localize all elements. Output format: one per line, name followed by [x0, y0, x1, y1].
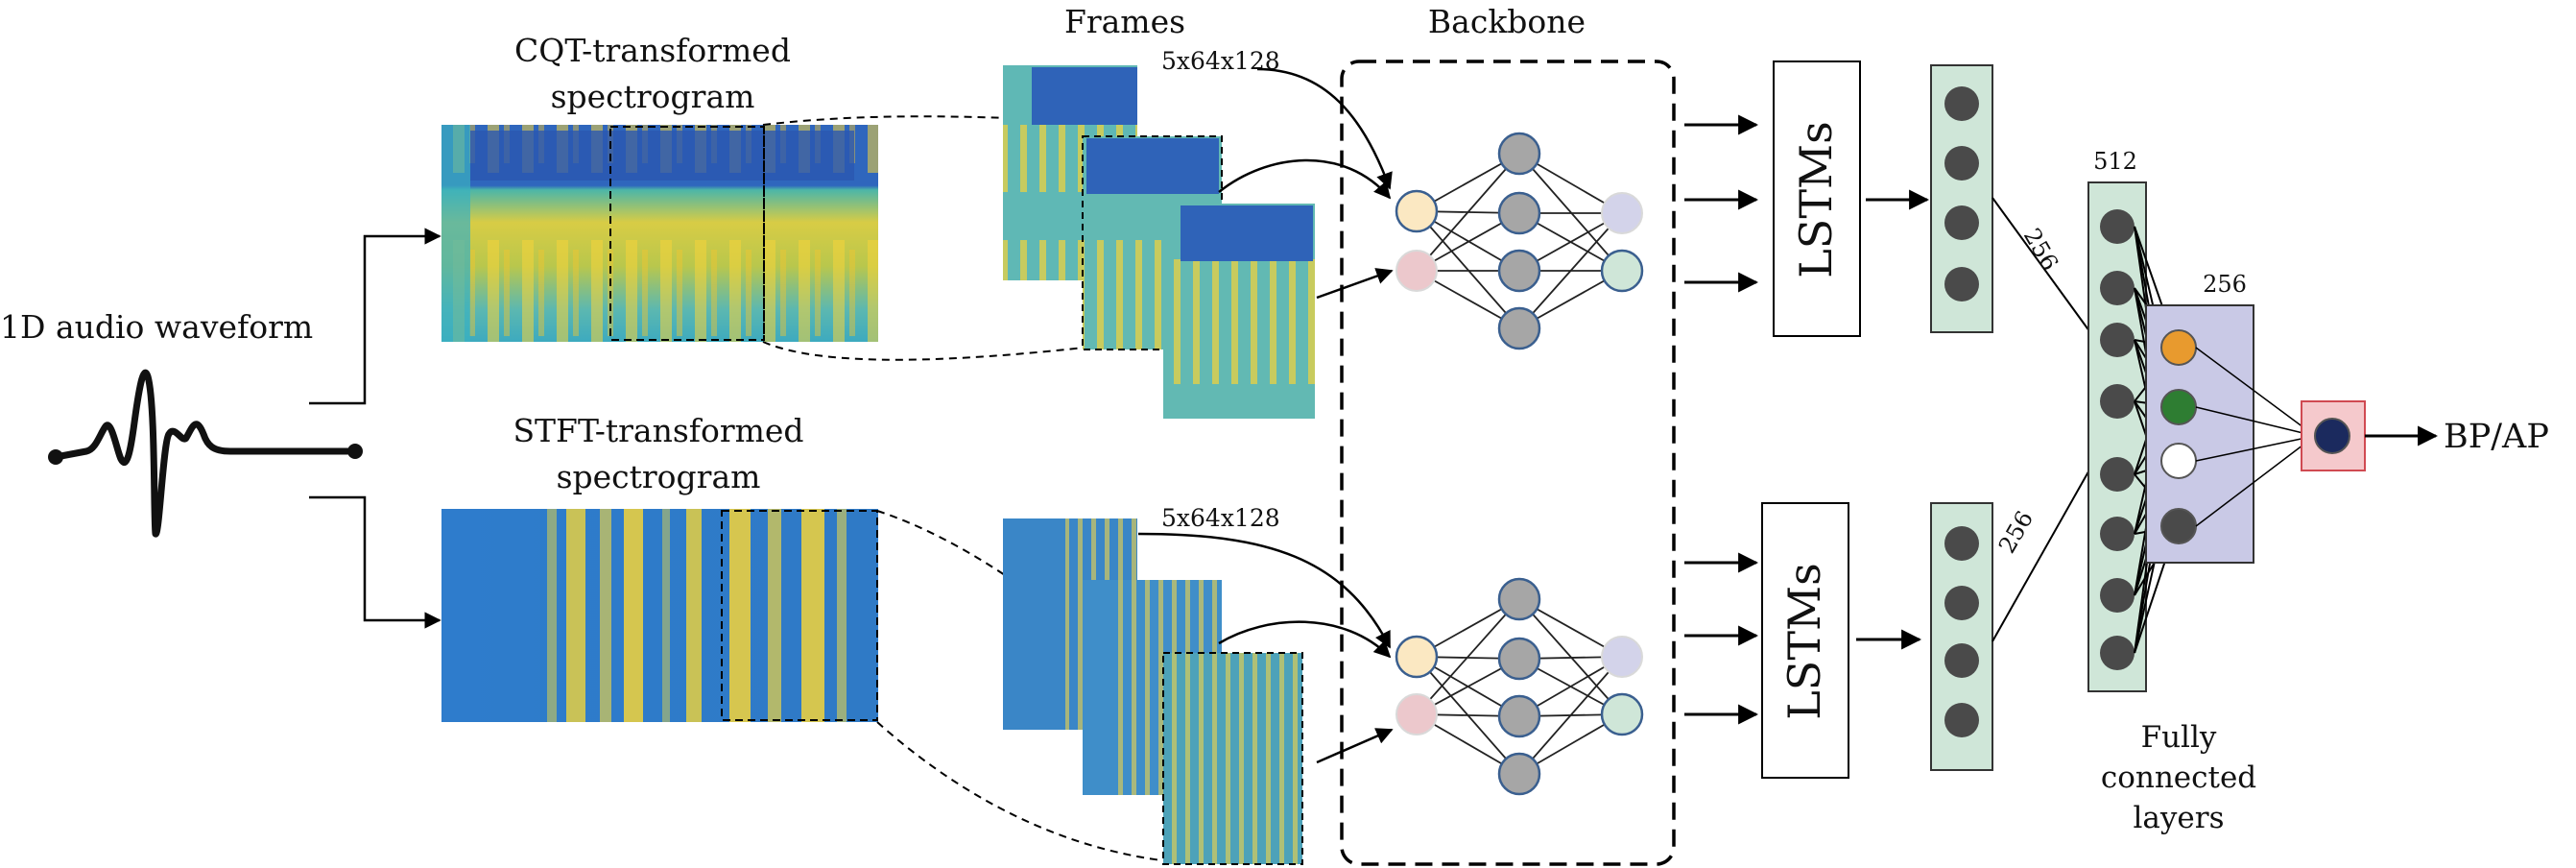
cqt-zoom-curve-bottom — [762, 341, 1085, 361]
cqt-label-line2: spectrogram — [551, 78, 755, 115]
dim-512-label: 512 — [2093, 148, 2137, 175]
net-top-hidden-node-1 — [1497, 132, 1541, 176]
stft-spectrogram — [441, 509, 878, 722]
output-node — [2314, 418, 2350, 454]
net-top-hidden-node-2 — [1497, 191, 1541, 235]
dim-256-top-label: 256 — [2018, 224, 2063, 276]
lstm-block-top — [1773, 60, 1861, 337]
stft-frame-window — [721, 510, 878, 721]
feature-column-bottom — [1930, 502, 1993, 771]
net-top-input-node-2 — [1395, 250, 1438, 292]
fc-caption-line2: connected — [2101, 760, 2256, 795]
arrow-stft-frame1-to-backbone — [1137, 532, 1392, 649]
fc-caption-line1: Fully — [2141, 720, 2217, 755]
cqt-zoom-curve-top — [762, 115, 1076, 126]
backbone-net-top — [1395, 132, 1644, 350]
fc-layer-256 — [2145, 304, 2254, 564]
arrow-cqt-frame1-to-backbone — [1256, 67, 1393, 190]
cqt-frame-window-1 — [609, 126, 765, 341]
output-layer — [2301, 400, 2366, 471]
dim-256-bottom-label: 256 — [1993, 506, 2039, 558]
stft-label-line1: STFT-transformed — [513, 412, 803, 449]
net-bottom-output-node-1 — [1601, 636, 1643, 678]
net-top-input-node-1 — [1395, 189, 1439, 233]
net-bottom-hidden-node-2 — [1497, 637, 1541, 681]
fc-caption-line3: layers — [2134, 801, 2225, 835]
cqt-frame-3 — [1163, 204, 1315, 419]
backbone-to-lstm-bottom-arrows — [1684, 552, 1759, 725]
stft-frame-3 — [1162, 652, 1303, 865]
arrow-cqt-frame2-to-backbone — [1218, 158, 1392, 200]
arrow-stft-frame2-to-backbone — [1218, 620, 1392, 659]
net-bottom-input-node-1 — [1395, 635, 1439, 679]
net-top-hidden-node-4 — [1497, 306, 1541, 350]
waveform-label: 1D audio waveform — [0, 308, 313, 346]
frames-dims-top: 5x64x128 — [1161, 47, 1280, 75]
feature-column-top — [1930, 64, 1993, 333]
net-top-output-node-1 — [1601, 192, 1643, 234]
backbone-net-bottom — [1395, 577, 1644, 796]
net-bottom-hidden-node-4 — [1497, 752, 1541, 796]
cqt-spectrogram — [441, 125, 878, 342]
waveform-end-dot-right — [347, 444, 363, 459]
net-top-output-node-2 — [1600, 249, 1644, 293]
branch-connector-top — [309, 228, 441, 405]
connector-feature-bottom-to-fc — [1992, 450, 2101, 642]
waveform-icon — [52, 369, 357, 538]
fc-connections-256-out — [2195, 347, 2316, 527]
cqt-label-line1: CQT-transformed — [514, 32, 791, 69]
lstm-bottom-label: LSTMs — [1778, 563, 1830, 719]
fc-node-orange — [2160, 329, 2197, 366]
output-label: BP/AP — [2444, 418, 2549, 456]
frames-dims-bottom: 5x64x128 — [1161, 504, 1280, 532]
backbone-label: Backbone — [1428, 3, 1586, 40]
fc-node-green — [2160, 389, 2197, 425]
fc-layer-512 — [2087, 181, 2147, 692]
arrow-cqt-frame3-to-backbone — [1316, 268, 1394, 300]
fc-node-gray — [2160, 508, 2197, 544]
frames-label: Frames — [1064, 3, 1185, 40]
dim-256-fc-label: 256 — [2203, 271, 2247, 298]
backbone-box — [1340, 60, 1676, 866]
branch-connector-bottom — [309, 495, 441, 629]
stft-zoom-curve-bottom — [876, 721, 1162, 861]
net-bottom-hidden-node-1 — [1497, 577, 1541, 621]
lstm-top-label: LSTMs — [1790, 121, 1842, 277]
net-bottom-hidden-node-3 — [1497, 694, 1541, 738]
arrow-stft-frame3-to-backbone — [1316, 728, 1394, 764]
stft-label-line2: spectrogram — [557, 458, 761, 495]
waveform-end-dot-left — [48, 449, 63, 465]
backbone-to-lstm-top-arrows — [1684, 114, 1759, 293]
net-top-hidden-node-3 — [1497, 249, 1541, 293]
net-bottom-output-node-2 — [1600, 692, 1644, 736]
connector-feature-top-to-fc — [1992, 197, 2101, 347]
lstm-block-bottom — [1761, 502, 1849, 779]
fc-node-white — [2160, 443, 2197, 479]
net-bottom-input-node-2 — [1395, 693, 1438, 735]
